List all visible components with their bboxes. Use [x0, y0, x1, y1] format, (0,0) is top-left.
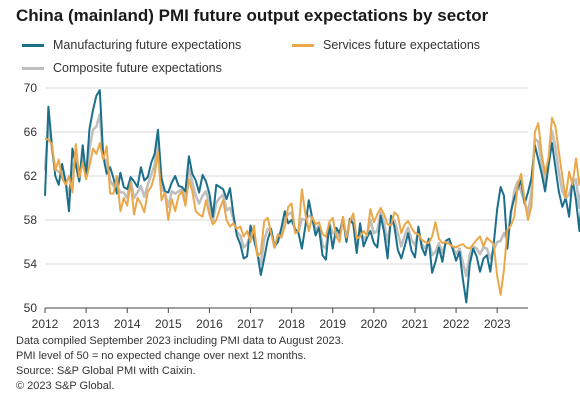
footnote-compiled: Data compiled September 2023 including P… [16, 335, 344, 347]
legend-label-manufacturing: Manufacturing future expectations [53, 38, 242, 52]
x-tick-label: 2012 [32, 317, 59, 331]
legend-swatch-manufacturing [22, 43, 44, 47]
x-tick-label: 2023 [484, 317, 511, 331]
series-lines [43, 89, 580, 304]
x-tick-label: 2014 [114, 317, 141, 331]
y-axis: 50 54 58 62 66 70 [24, 81, 38, 315]
x-tick-label: 2019 [319, 317, 346, 331]
y-tick-label: 50 [24, 301, 38, 315]
legend-label-composite: Composite future expectations [53, 61, 222, 75]
x-tick-label: 2013 [73, 317, 100, 331]
legend-label-services: Services future expectations [323, 38, 481, 52]
x-tick-label: 2015 [155, 317, 182, 331]
y-tick-label: 54 [24, 257, 38, 271]
legend-item-services: Services future expectations [292, 38, 480, 52]
x-axis: 2012 2013 2014 2015 2016 2017 2018 2019 2020 2021… [32, 308, 511, 331]
x-tick-label: 2021 [402, 317, 429, 331]
footnotes: Data compiled September 2023 including P… [16, 334, 344, 394]
x-tick-label: 2018 [278, 317, 305, 331]
legend-item-composite: Composite future expectations [22, 61, 222, 75]
legend-swatch-services [292, 43, 314, 47]
legend-swatch-composite [22, 66, 44, 70]
x-tick-label: 2020 [360, 317, 387, 331]
y-tick-label: 70 [24, 81, 38, 95]
x-tick-label: 2022 [443, 317, 470, 331]
y-tick-label: 66 [24, 125, 38, 139]
y-tick-label: 58 [24, 213, 38, 227]
footnote-source: Source: S&P Global PMI with Caixin. [16, 365, 196, 377]
series-line-services [44, 116, 580, 296]
x-tick-label: 2017 [237, 317, 264, 331]
x-tick-label: 2016 [196, 317, 223, 331]
chart-title: China (mainland) PMI future output expec… [16, 6, 489, 25]
footnote-copyright: © 2023 S&P Global. [16, 380, 115, 392]
series-line-manufacturing [44, 89, 580, 304]
footnote-pmi-level: PMI level of 50 = no expected change ove… [16, 350, 307, 362]
legend-item-manufacturing: Manufacturing future expectations [22, 38, 241, 52]
gridlines [45, 87, 528, 309]
y-tick-label: 62 [24, 169, 38, 183]
